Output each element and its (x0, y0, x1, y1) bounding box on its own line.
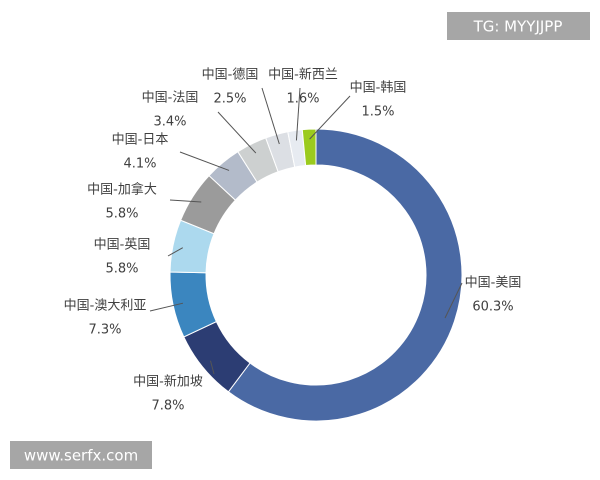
value-label: 4.1% (123, 157, 156, 172)
watermark-box (447, 12, 590, 40)
value-label: 7.3% (88, 323, 121, 338)
slice-label: 中国-法国 (142, 91, 199, 106)
leader-line (309, 95, 351, 140)
leader-line (149, 302, 184, 312)
leader-line (261, 87, 280, 145)
value-label: 1.6% (286, 92, 319, 107)
value-label: 5.8% (105, 262, 138, 277)
watermark-box (10, 441, 152, 469)
slice-label: 中国-英国 (94, 238, 151, 253)
slice-label: 中国-日本 (112, 133, 169, 148)
value-label: 3.4% (153, 115, 186, 130)
value-label: 60.3% (472, 300, 513, 315)
leader-line (217, 111, 257, 154)
value-label: 7.8% (151, 399, 184, 414)
leader-line (295, 87, 301, 141)
value-label: 2.5% (213, 92, 246, 107)
slice-label: 中国-美国 (465, 276, 522, 291)
slice-label: 中国-新西兰 (268, 67, 338, 83)
leader-line (167, 247, 184, 257)
slice-label: 中国-韩国 (350, 81, 407, 96)
leader-line (169, 199, 202, 203)
watermark: www.serfx.com (24, 447, 138, 465)
slice-label: 中国-澳大利亚 (64, 298, 147, 314)
value-label: 5.8% (105, 207, 138, 222)
value-label: 1.5% (361, 105, 394, 120)
slice-label: 中国-新加坡 (133, 374, 203, 390)
donut-slice (301, 128, 317, 167)
leader-line (444, 282, 463, 319)
slice-label: 中国-加拿大 (87, 182, 157, 198)
leader-line (179, 151, 230, 171)
donut-slice (227, 128, 463, 422)
watermark: TG: MYYJJPP (473, 18, 563, 36)
leader-line (209, 360, 215, 375)
slice-label: 中国-德国 (202, 68, 259, 83)
